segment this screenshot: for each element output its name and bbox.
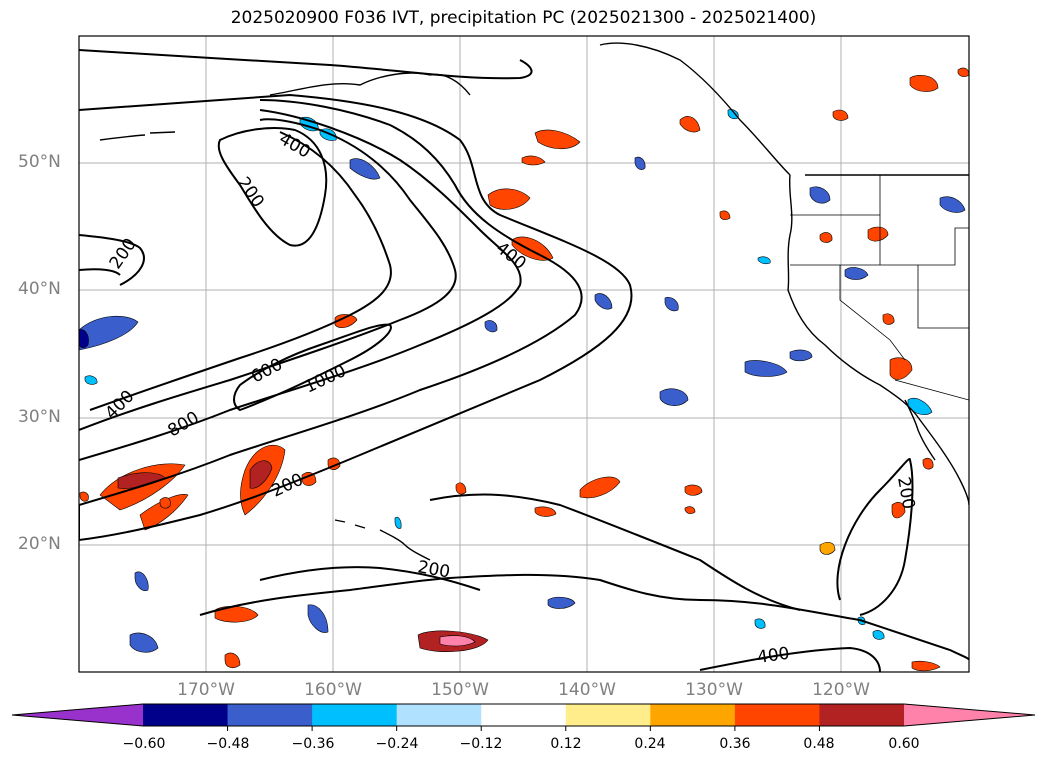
colorbar-segment	[565, 704, 651, 726]
lon-label: 150°W	[431, 680, 489, 700]
precip-negative-areas	[79, 109, 966, 653]
precip-positive-areas	[79, 67, 969, 672]
colorbar-segment	[481, 704, 567, 726]
colorbar-segment	[734, 704, 820, 726]
colorbar-outline	[11, 703, 1036, 727]
lon-label: 120°W	[812, 680, 870, 700]
map-title: 2025020900 F036 IVT, precipitation PC (2…	[230, 8, 817, 28]
colorbar-tick-label: −0.48	[206, 736, 250, 752]
colorbar-segment	[650, 704, 736, 726]
colorbar-segment	[227, 704, 313, 726]
contour-label: 400	[756, 644, 791, 668]
colorbar-extend-low	[12, 704, 143, 726]
colorbar-tick-label: 0.12	[550, 736, 582, 752]
map-frame	[78, 35, 970, 673]
colorbar-tick-label: 0.60	[888, 736, 920, 752]
colorbar-segment	[396, 704, 482, 726]
colorbar-segment	[143, 704, 229, 726]
colorbar-tick-label: −0.36	[291, 736, 335, 752]
ivt-contours	[79, 49, 969, 672]
lon-label: 140°W	[558, 680, 616, 700]
colorbar-tick-label: 0.48	[803, 736, 835, 752]
lat-label: 30°N	[18, 407, 61, 427]
lat-label: 50°N	[18, 152, 61, 172]
lon-label: 160°W	[304, 680, 362, 700]
lon-label: 170°W	[177, 680, 235, 700]
colorbar-tick-label: −0.60	[122, 736, 166, 752]
state-borders	[790, 175, 969, 401]
colorbar-tick-label: 0.24	[634, 736, 666, 752]
colorbar-tick-label: 0.36	[719, 736, 751, 752]
colorbar-segment	[312, 704, 398, 726]
lat-label: 40°N	[18, 279, 61, 299]
lat-label: 20°N	[18, 534, 61, 554]
colorbar-segment	[819, 704, 905, 726]
colorbar-extend-high	[904, 704, 1035, 726]
colorbar-tick-label: −0.12	[459, 736, 503, 752]
coastlines	[99, 42, 969, 561]
map-background	[79, 36, 969, 672]
colorbar	[11, 703, 1036, 731]
colorbar-tick-label: −0.24	[375, 736, 419, 752]
lon-label: 130°W	[685, 680, 743, 700]
